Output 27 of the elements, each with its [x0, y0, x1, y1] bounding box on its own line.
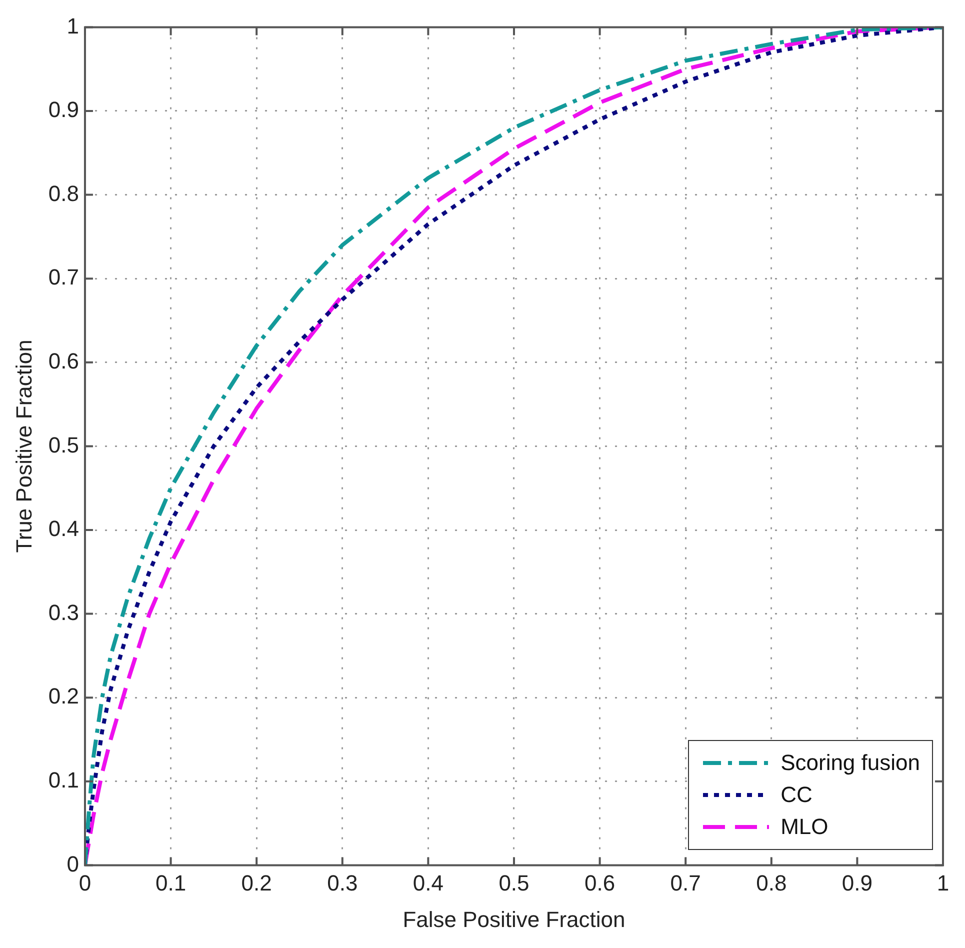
- x-tick-label: 0.7: [670, 870, 701, 896]
- y-tick-label: 0.2: [48, 684, 79, 709]
- x-tick-label: 0.1: [155, 870, 186, 896]
- x-tick-label: 0.9: [842, 870, 872, 896]
- y-tick-label: 0.1: [48, 767, 79, 792]
- x-axis-title: False Positive Fraction: [402, 906, 626, 932]
- y-tick-label: 0.5: [48, 432, 79, 458]
- x-tick-label: 1: [936, 870, 950, 896]
- x-tick-label: 0.6: [584, 870, 616, 896]
- x-tick-label: 0.5: [498, 870, 530, 896]
- y-tick-label: 0: [66, 851, 79, 876]
- x-tick-label: 0.2: [241, 870, 272, 896]
- legend-label: Scoring fusion: [780, 749, 920, 777]
- y-tick-label: 0.9: [48, 97, 79, 122]
- legend-label: MLO: [780, 813, 828, 841]
- y-tick-label: 0.8: [48, 180, 79, 206]
- y-tick-label: 0.4: [48, 516, 79, 542]
- x-tick-label: 0.3: [327, 870, 358, 896]
- legend-label: CC: [780, 781, 812, 809]
- x-tick-label: 0.4: [412, 870, 444, 896]
- y-tick-label: 0.6: [48, 348, 79, 374]
- y-tick-label: 1: [66, 13, 79, 38]
- x-tick-label: 0.8: [756, 870, 787, 896]
- y-tick-label: 0.7: [48, 264, 79, 290]
- y-tick-label: 0.3: [48, 600, 79, 625]
- line-series: [84, 27, 943, 866]
- y-axis-title: True Positive Fraction: [11, 340, 36, 553]
